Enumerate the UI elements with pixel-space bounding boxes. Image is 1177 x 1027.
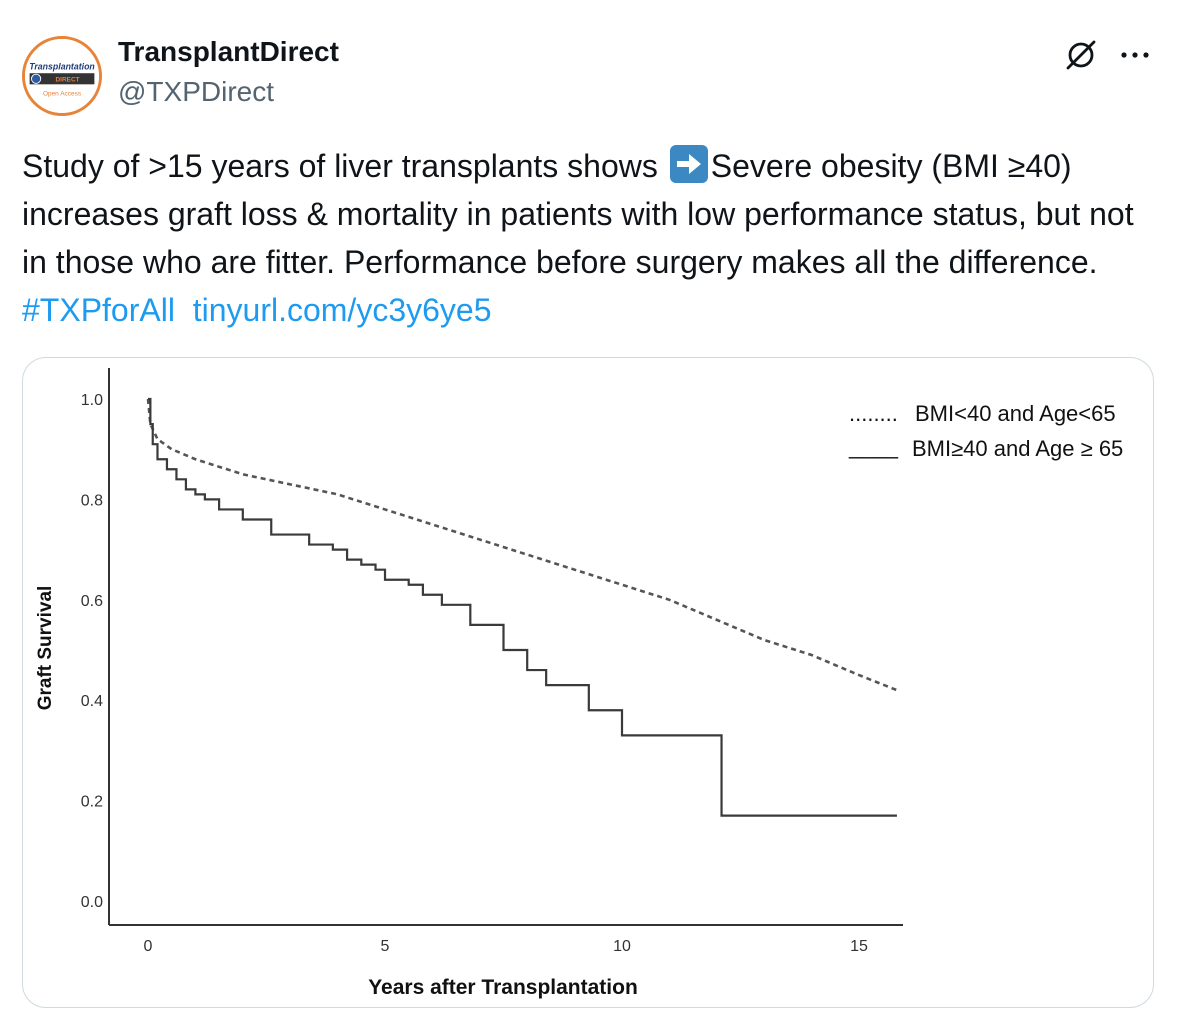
legend-marker-dotted: ........ <box>849 401 898 426</box>
y-axis-label: Graft Survival <box>35 586 56 711</box>
avatar-logo-subtext: DIRECT <box>56 77 80 84</box>
more-options-icon[interactable] <box>1118 38 1152 72</box>
hashtag-link[interactable]: #TXPforAll <box>22 292 175 328</box>
x-tick-label: 0 <box>144 938 153 955</box>
media-card[interactable]: 0.0 0.2 0.4 0.6 0.8 1.0 0 5 10 15 Graft Survival … <box>22 357 1154 1008</box>
series-line-bmi-lt-40 <box>146 398 898 692</box>
series-line-bmi-ge-40 <box>148 397 897 817</box>
grok-icon[interactable] <box>1064 38 1098 72</box>
x-tick-label: 15 <box>850 938 868 955</box>
avatar-open-access-text: Open Access <box>43 90 81 97</box>
tweet-text: Study of >15 years of liver transplants … <box>22 142 1142 334</box>
chart-legend: ........ BMI<40 and Age<65 ____ BMI≥40 a… <box>848 401 1123 461</box>
x-axis-label: Years after Transplantation <box>368 976 638 999</box>
right-arrow-emoji <box>669 144 709 184</box>
avatar[interactable]: Transplantation DIRECT Open Access <box>22 36 102 116</box>
legend-label-bmi-lt-40: BMI<40 and Age<65 <box>915 401 1116 426</box>
display-name[interactable]: TransplantDirect <box>118 36 339 67</box>
x-tick-label: 10 <box>613 938 631 955</box>
tweet-text-body: Severe obesity (BMI ≥40) increases graft… <box>22 148 1134 280</box>
tinyurl-link[interactable]: tinyurl.com/yc3y6ye5 <box>192 292 492 328</box>
y-tick-label: 1.0 <box>81 392 103 409</box>
legend-label-bmi-ge-40: BMI≥40 and Age ≥ 65 <box>912 436 1123 461</box>
legend-marker-solid: ____ <box>848 434 899 459</box>
y-tick-label: 0.2 <box>81 794 103 811</box>
tweet-text-intro: Study of >15 years of liver transplants … <box>22 148 667 184</box>
avatar-logo-text: Transplantation <box>29 62 95 72</box>
user-handle[interactable]: @TXPDirect <box>118 76 274 107</box>
y-tick-label: 0.0 <box>81 894 103 911</box>
survival-chart: 0.00.20.40.60.81.00 5 10 15 Graft Survival … <box>35 368 1123 999</box>
x-tick-label: 5 <box>381 938 390 955</box>
y-tick-label: 0.6 <box>81 593 103 610</box>
transplantation-direct-logo: Transplantation DIRECT Open Access <box>25 39 99 113</box>
y-tick-label: 0.4 <box>81 693 103 710</box>
y-tick-label: 0.8 <box>81 492 103 509</box>
